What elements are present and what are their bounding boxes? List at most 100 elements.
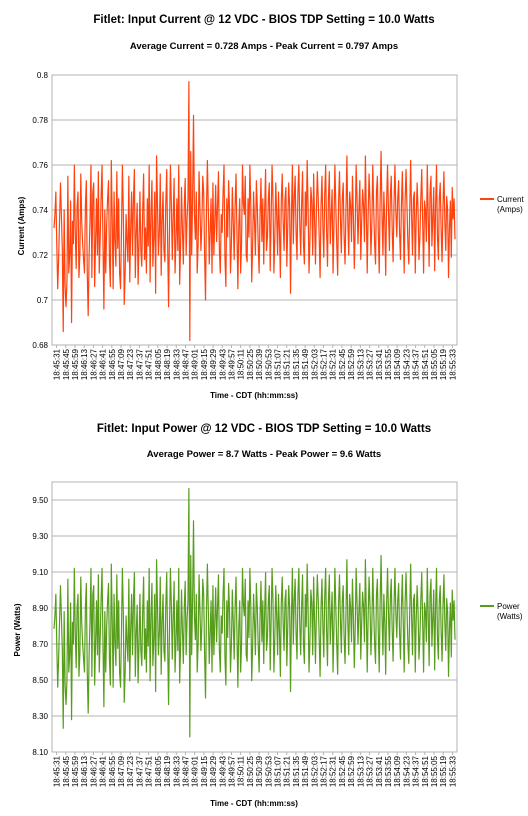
- current-legend-label: Current: [497, 195, 524, 204]
- current-y-axis-label: Current (Amps): [17, 196, 26, 255]
- x-tick-label: 18:52:03: [310, 755, 319, 787]
- x-tick-label: 18:54:23: [402, 755, 411, 787]
- x-tick-label: 18:48:19: [163, 755, 172, 787]
- x-tick-label: 18:51:35: [292, 755, 301, 787]
- power-x-axis: 18:45:31 18:45:45 18:45:59 18:46:13 18:46:27…: [53, 752, 457, 787]
- x-tick-label: 18:54:09: [393, 755, 402, 787]
- x-tick-label: 18:50:25: [246, 348, 255, 380]
- x-tick-label: 18:46:27: [89, 755, 98, 787]
- x-tick-label: 18:53:27: [366, 755, 375, 787]
- y-tick-label: 0.76: [32, 161, 48, 170]
- current-series-line: [53, 81, 456, 342]
- x-tick-label: 18:52:59: [347, 755, 356, 787]
- x-tick-label: 18:45:59: [71, 348, 80, 380]
- x-tick-label: 18:48:05: [154, 755, 163, 787]
- x-tick-label: 18:53:55: [384, 755, 393, 787]
- x-tick-label: 18:55:33: [448, 755, 457, 787]
- y-tick-label: 8.90: [32, 604, 48, 613]
- current-chart: Fitlet: Input Current @ 12 VDC - BIOS TD…: [17, 14, 524, 400]
- x-tick-label: 18:55:19: [439, 755, 448, 787]
- y-tick-label: 9.50: [32, 496, 48, 505]
- y-tick-label: 0.68: [32, 341, 48, 350]
- x-tick-label: 18:50:11: [237, 348, 246, 379]
- x-tick-label: 18:49:29: [209, 755, 218, 787]
- current-y-axis: 0.68 0.7 0.72 0.74 0.76 0.78 0.8: [32, 71, 48, 350]
- power-y-axis-label: Power (Watts): [13, 603, 22, 656]
- power-series-line: [53, 487, 456, 738]
- x-tick-label: 18:45:31: [53, 755, 62, 787]
- power-legend-unit: (Watts): [497, 612, 523, 621]
- x-tick-label: 18:51:21: [283, 755, 292, 787]
- y-tick-label: 8.50: [32, 676, 48, 685]
- y-tick-label: 0.72: [32, 251, 48, 260]
- current-x-axis: 18:45:31 18:45:45 18:45:59 18:46:13 18:46:27…: [53, 345, 457, 380]
- y-tick-label: 8.70: [32, 640, 48, 649]
- x-tick-label: 18:46:55: [108, 348, 117, 380]
- current-x-axis-label: Time - CDT (hh:mm:ss): [210, 391, 298, 400]
- x-tick-label: 18:47:23: [126, 755, 135, 787]
- y-tick-label: 9.30: [32, 532, 48, 541]
- x-tick-label: 18:49:01: [191, 755, 200, 787]
- current-chart-title: Fitlet: Input Current @ 12 VDC - BIOS TD…: [93, 14, 434, 26]
- x-tick-label: 18:51:07: [274, 755, 283, 787]
- x-tick-label: 18:46:27: [89, 348, 98, 380]
- y-tick-label: 0.74: [32, 206, 48, 215]
- x-tick-label: 18:45:31: [53, 348, 62, 380]
- x-tick-label: 18:49:57: [227, 755, 236, 787]
- x-tick-label: 18:49:57: [227, 348, 236, 380]
- x-tick-label: 18:53:41: [375, 348, 384, 380]
- x-tick-label: 18:51:35: [292, 348, 301, 380]
- x-tick-label: 18:55:05: [430, 755, 439, 787]
- power-plot-area: [51, 481, 458, 753]
- y-tick-label: 9.10: [32, 568, 48, 577]
- power-chart-subtitle: Average Power = 8.7 Watts - Peak Power =…: [147, 449, 381, 460]
- x-tick-label: 18:46:41: [99, 755, 108, 787]
- x-tick-label: 18:50:53: [264, 755, 273, 787]
- x-tick-label: 18:47:09: [117, 348, 126, 380]
- x-tick-label: 18:48:19: [163, 348, 172, 380]
- power-y-axis: 8.10 8.30 8.50 8.70 8.90 9.10 9.30 9.50: [32, 496, 48, 757]
- x-tick-label: 18:52:17: [320, 348, 329, 380]
- x-tick-label: 18:55:05: [430, 348, 439, 380]
- x-tick-label: 18:47:51: [145, 755, 154, 787]
- x-tick-label: 18:47:37: [135, 348, 144, 380]
- y-tick-label: 0.8: [37, 71, 49, 80]
- current-legend: Current (Amps): [480, 195, 524, 214]
- x-tick-label: 18:52:31: [329, 348, 338, 380]
- x-tick-label: 18:45:59: [71, 755, 80, 787]
- x-tick-label: 18:49:15: [200, 755, 209, 787]
- y-tick-label: 8.10: [32, 748, 48, 757]
- x-tick-label: 18:45:45: [62, 755, 71, 787]
- x-tick-label: 18:52:17: [320, 755, 329, 787]
- x-tick-label: 18:50:25: [246, 755, 255, 787]
- x-tick-label: 18:47:23: [126, 348, 135, 380]
- power-chart: Fitlet: Input Power @ 12 VDC - BIOS TDP …: [13, 423, 523, 808]
- x-tick-label: 18:50:39: [255, 348, 264, 380]
- power-x-axis-label: Time - CDT (hh:mm:ss): [210, 799, 298, 808]
- x-tick-label: 18:47:37: [135, 755, 144, 787]
- x-tick-label: 18:52:03: [310, 348, 319, 380]
- x-tick-label: 18:53:55: [384, 348, 393, 380]
- x-tick-label: 18:51:49: [301, 755, 310, 787]
- y-tick-label: 0.78: [32, 116, 48, 125]
- power-chart-title: Fitlet: Input Power @ 12 VDC - BIOS TDP …: [97, 423, 431, 435]
- y-tick-label: 0.7: [37, 296, 49, 305]
- x-tick-label: 18:48:47: [181, 755, 190, 787]
- current-chart-subtitle: Average Current = 0.728 Amps - Peak Curr…: [130, 41, 398, 52]
- x-tick-label: 18:53:41: [375, 755, 384, 787]
- x-tick-label: 18:51:21: [283, 348, 292, 380]
- x-tick-label: 18:52:59: [347, 348, 356, 380]
- power-legend: Power (Watts): [480, 602, 523, 621]
- x-tick-label: 18:49:29: [209, 348, 218, 380]
- x-tick-label: 18:51:49: [301, 348, 310, 380]
- x-tick-label: 18:50:53: [264, 348, 273, 380]
- x-tick-label: 18:50:11: [237, 755, 246, 786]
- x-tick-label: 18:48:05: [154, 348, 163, 380]
- x-tick-label: 18:53:13: [356, 348, 365, 380]
- x-tick-label: 18:55:33: [448, 348, 457, 380]
- x-tick-label: 18:47:09: [117, 755, 126, 787]
- y-tick-label: 8.30: [32, 712, 48, 721]
- x-tick-label: 18:54:37: [412, 755, 421, 787]
